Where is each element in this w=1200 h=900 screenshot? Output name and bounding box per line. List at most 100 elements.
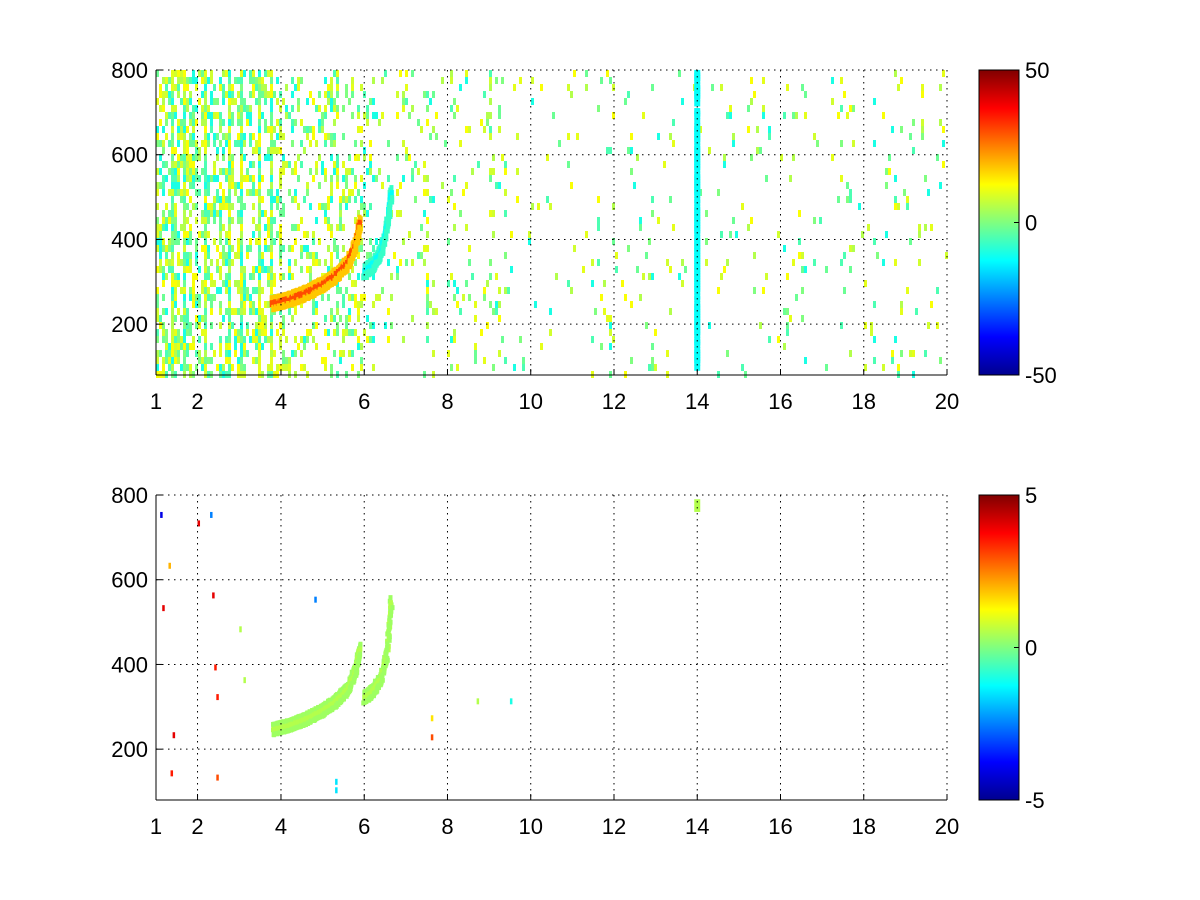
heatmap-cell <box>168 189 171 196</box>
heatmap-cell <box>207 217 210 224</box>
heatmap-cell <box>264 329 267 336</box>
heatmap-cell <box>192 343 195 350</box>
heatmap-cell <box>453 203 456 210</box>
heatmap-cell <box>204 364 207 371</box>
heatmap-cell <box>510 266 513 273</box>
heatmap-cell <box>159 350 162 357</box>
heatmap-cell <box>444 140 447 147</box>
heatmap-cell <box>402 238 405 245</box>
heatmap-cell <box>459 84 462 91</box>
heatmap-cell <box>183 84 186 91</box>
heatmap-cell <box>759 147 762 154</box>
heatmap-cell <box>237 140 240 147</box>
heatmap-cell <box>285 364 288 371</box>
heatmap-cell <box>639 217 642 224</box>
x-tick-label: 6 <box>358 389 370 414</box>
heatmap-cell <box>237 329 240 336</box>
heatmap-cell <box>330 140 333 147</box>
heatmap-cell <box>204 217 207 224</box>
heatmap-cell <box>795 294 798 301</box>
heatmap-cell <box>156 189 159 196</box>
heatmap-cell <box>168 343 171 350</box>
heatmap-cell <box>489 77 492 84</box>
heatmap-cell <box>216 147 219 154</box>
curve-cell <box>357 214 362 222</box>
heatmap-cell <box>402 91 405 98</box>
heatmap-cell <box>195 301 198 308</box>
heatmap-cell <box>423 189 426 196</box>
heatmap-cell <box>159 259 162 266</box>
heatmap-cell <box>156 315 159 322</box>
heatmap-cell <box>405 259 408 266</box>
heatmap-cell <box>291 105 294 112</box>
heatmap-cell <box>429 301 432 308</box>
heatmap-cell <box>156 364 159 371</box>
heatmap-cell <box>435 133 438 140</box>
curve-cell <box>305 288 310 296</box>
heatmap-cell <box>189 231 192 238</box>
curve-cell <box>346 250 351 258</box>
heatmap-cell <box>498 315 501 322</box>
heatmap-cell <box>273 217 276 224</box>
heatmap-cell <box>228 203 231 210</box>
heatmap-cell <box>177 308 180 315</box>
x-tick-label: 20 <box>935 814 959 839</box>
heatmap-cell <box>204 210 207 217</box>
heatmap-cell <box>390 273 393 280</box>
heatmap-cell <box>228 308 231 315</box>
heatmap-cell <box>336 70 339 77</box>
heatmap-cell <box>210 259 213 266</box>
heatmap-cell <box>276 189 279 196</box>
heatmap-cell <box>258 119 261 126</box>
heatmap-cell <box>942 140 945 147</box>
heatmap-cell <box>414 196 417 203</box>
heatmap-cell <box>324 315 327 322</box>
heatmap-cell <box>312 175 315 182</box>
heatmap-cell <box>354 182 357 189</box>
heatmap-cell <box>159 266 162 273</box>
heatmap-cell <box>480 329 483 336</box>
heatmap-cell <box>432 308 435 315</box>
heatmap-cell <box>207 231 210 238</box>
heatmap-cell <box>426 294 429 301</box>
heatmap-cell <box>267 70 270 77</box>
heatmap-cell <box>174 301 177 308</box>
heatmap-cell <box>240 196 243 203</box>
heatmap-cell <box>288 364 291 371</box>
heatmap-cell <box>204 259 207 266</box>
heatmap-cell <box>270 231 273 238</box>
heatmap-cell <box>264 315 267 322</box>
x-tick-label: 1 <box>150 814 162 839</box>
heatmap-cell <box>321 119 324 126</box>
heatmap-cell <box>387 259 390 266</box>
curve-cell <box>385 655 390 661</box>
heatmap-cell <box>453 98 456 105</box>
heatmap-cell <box>732 140 735 147</box>
heatmap-cell <box>486 119 489 126</box>
heatmap-cell <box>615 252 618 259</box>
heatmap-cell <box>198 98 201 105</box>
heatmap-cell <box>330 91 333 98</box>
heatmap-cell <box>225 287 228 294</box>
heatmap-cell <box>537 203 540 210</box>
heatmap-cell <box>465 126 468 133</box>
heatmap-cell <box>612 84 615 91</box>
heatmap-cell <box>324 259 327 266</box>
heatmap-cell <box>183 231 186 238</box>
heatmap-cell <box>357 315 360 322</box>
heatmap-cell <box>204 182 207 189</box>
heatmap-cell <box>558 140 561 147</box>
colorbar-gradient <box>978 494 1020 801</box>
heatmap-cell <box>312 126 315 133</box>
heatmap-cell <box>294 308 297 315</box>
heatmap-cell <box>279 273 282 280</box>
heatmap-cell <box>156 133 159 140</box>
heatmap-cell <box>882 112 885 119</box>
heatmap-cell <box>303 245 306 252</box>
heatmap-cell <box>165 343 168 350</box>
heatmap-cell <box>396 273 399 280</box>
heatmap-cell <box>240 98 243 105</box>
heatmap-cell <box>324 112 327 119</box>
heatmap-cell <box>282 203 285 210</box>
heatmap-cell <box>258 203 261 210</box>
